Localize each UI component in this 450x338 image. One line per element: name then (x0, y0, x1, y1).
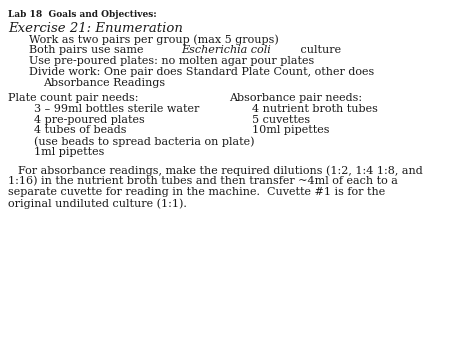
Text: Work as two pairs per group (max 5 groups): Work as two pairs per group (max 5 group… (29, 34, 279, 45)
Text: Plate count pair needs:: Plate count pair needs: (8, 93, 139, 103)
Text: 10ml pipettes: 10ml pipettes (252, 125, 329, 136)
Text: Exercise 21: Enumeration: Exercise 21: Enumeration (8, 22, 183, 35)
Text: 4 tubes of beads: 4 tubes of beads (34, 125, 126, 136)
Text: 4 nutrient broth tubes: 4 nutrient broth tubes (252, 104, 378, 114)
Text: Escherichia coli: Escherichia coli (181, 45, 271, 55)
Text: Absorbance pair needs:: Absorbance pair needs: (230, 93, 363, 103)
Text: original undiluted culture (1:1).: original undiluted culture (1:1). (8, 198, 187, 209)
Text: For absorbance readings, make the required dilutions (1:2, 1:4 1:8, and: For absorbance readings, make the requir… (18, 166, 423, 176)
Text: culture: culture (297, 45, 342, 55)
Text: 4 pre-poured plates: 4 pre-poured plates (34, 115, 144, 125)
Text: separate cuvette for reading in the machine.  Cuvette #1 is for the: separate cuvette for reading in the mach… (8, 187, 385, 197)
Text: 3 – 99ml bottles sterile water: 3 – 99ml bottles sterile water (34, 104, 199, 114)
Text: Absorbance Readings: Absorbance Readings (43, 78, 165, 88)
Text: Divide work: One pair does Standard Plate Count, other does: Divide work: One pair does Standard Plat… (29, 67, 374, 77)
Text: Both pairs use same: Both pairs use same (29, 45, 147, 55)
Text: Lab 18  Goals and Objectives:: Lab 18 Goals and Objectives: (8, 10, 157, 19)
Text: 1ml pipettes: 1ml pipettes (34, 147, 104, 157)
Text: 5 cuvettes: 5 cuvettes (252, 115, 310, 125)
Text: Use pre-poured plates: no molten agar pour plates: Use pre-poured plates: no molten agar po… (29, 56, 315, 66)
Text: 1:16) in the nutrient broth tubes and then transfer ~4ml of each to a: 1:16) in the nutrient broth tubes and th… (8, 176, 398, 187)
Text: (use beads to spread bacteria on plate): (use beads to spread bacteria on plate) (34, 136, 254, 147)
